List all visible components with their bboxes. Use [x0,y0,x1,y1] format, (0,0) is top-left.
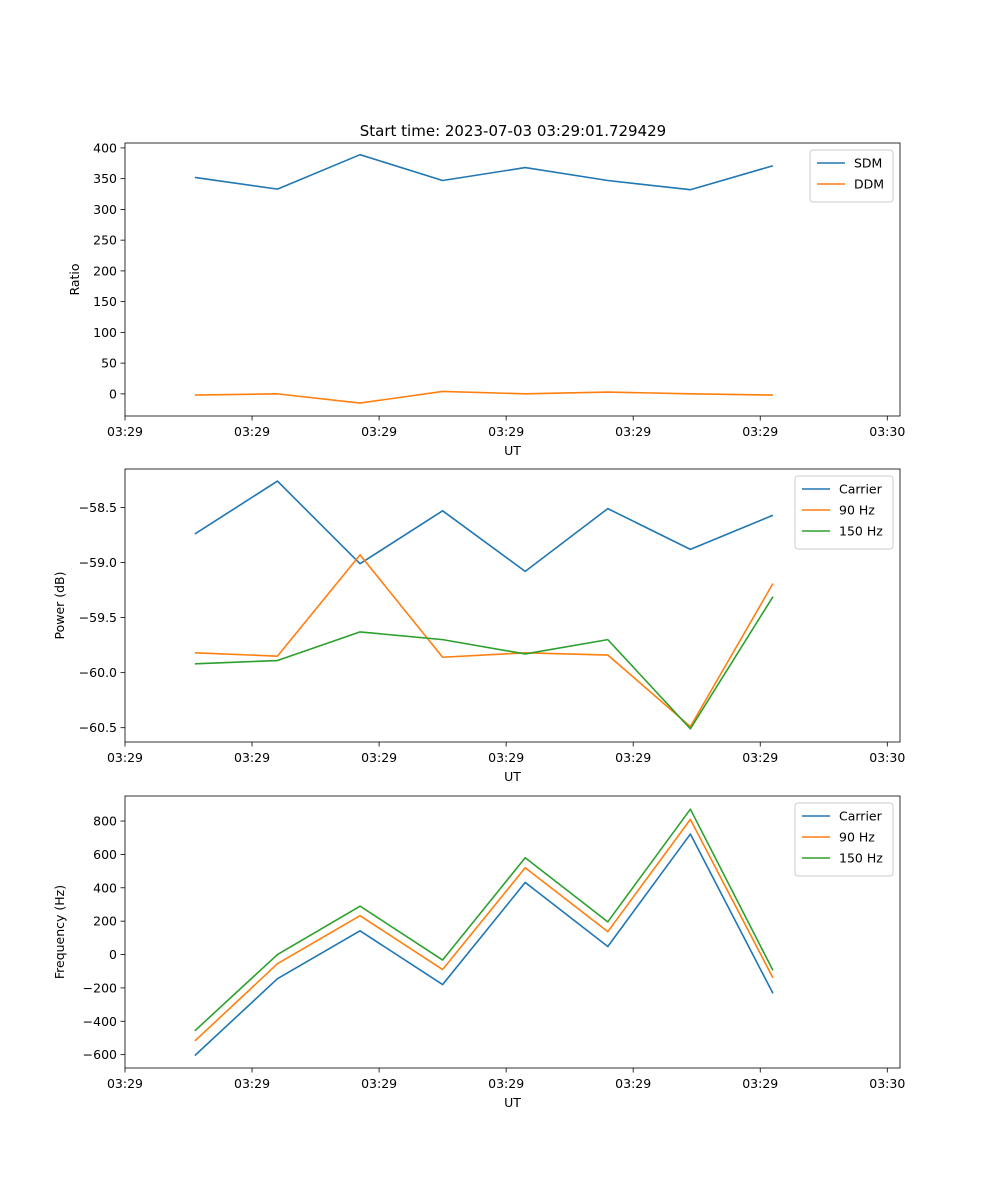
axes-frame [124,468,901,743]
legend-label: Carrier [839,482,883,497]
y-tick-label: 400 [93,880,117,895]
x-axis-label: UT [504,1095,521,1110]
x-tick-label: 03:29 [107,1076,143,1091]
x-tick-label: 03:29 [361,1076,397,1091]
legend-label: 90 Hz [839,503,875,518]
x-tick-label: 03:30 [869,1076,905,1091]
x-tick-label: 03:29 [742,424,778,439]
axes-frame [124,142,901,417]
y-tick-label: 0 [109,947,117,962]
y-tick-label: −59.5 [79,610,117,625]
legend: SDM DDM [809,149,894,203]
series-line-150-hz [194,596,774,730]
x-tick-label: 03:29 [361,424,397,439]
series-line-ddm [194,390,773,404]
x-tick-label: 03:29 [488,424,524,439]
axes-panel-3: 03:29 03:29 03:29 03:29 03:29 03:29 03:30 −600 −… [52,795,905,1110]
x-axis-label: UT [504,769,521,784]
x-tick-label: 03:29 [234,1076,270,1091]
legend: Carrier 90 Hz 150 Hz [794,475,894,550]
y-tick-label: 100 [93,325,117,340]
y-axis-label: Ratio [67,263,82,295]
x-tick-label: 03:29 [234,750,270,765]
y-tick-label: 800 [93,814,117,829]
x-tick-label: 03:29 [361,750,397,765]
y-tick-label: −400 [83,1014,117,1029]
x-tick-label: 03:29 [742,750,778,765]
x-tick-label: 03:29 [615,1076,651,1091]
x-tick-label: 03:29 [234,424,270,439]
y-tick-label: −58.5 [79,500,117,515]
series-line-150-hz [194,808,774,1032]
legend-label: 150 Hz [839,524,883,539]
series-line-carrier [194,833,774,1057]
x-tick-label: 03:29 [615,424,651,439]
y-tick-label: 150 [93,294,117,309]
x-tick-label: 03:29 [615,750,651,765]
x-tick-label: 03:30 [869,424,905,439]
legend-label: 90 Hz [839,830,875,845]
y-axis-label: Frequency (Hz) [52,885,67,979]
y-tick-label: −59.0 [79,555,117,570]
y-tick-label: −600 [83,1047,117,1062]
axes-panel-1: 03:29 03:29 03:29 03:29 03:29 03:29 03:30 0 50 10… [67,140,905,458]
y-tick-label: −60.5 [79,720,117,735]
y-tick-label: 400 [93,140,117,155]
x-tick-label: 03:29 [488,1076,524,1091]
x-tick-label: 03:29 [107,424,143,439]
x-tick-label: 03:29 [742,1076,778,1091]
legend-label: 150 Hz [839,851,883,866]
y-tick-label: 200 [93,914,117,929]
legend-label: SDM [854,156,882,171]
y-axis-label: Power (dB) [52,571,67,639]
y-tick-label: −60.0 [79,665,117,680]
x-tick-label: 03:30 [869,750,905,765]
y-tick-label: 350 [93,171,117,186]
y-tick-label: 250 [93,233,117,248]
figure-title: Start time: 2023-07-03 03:29:01.729429 [360,122,666,140]
axes-frame [124,795,901,1069]
x-axis-label: UT [504,443,521,458]
x-tick-label: 03:29 [107,750,143,765]
series-line-sdm [194,153,774,191]
series-line-90-hz [194,818,774,1042]
y-tick-label: 50 [101,356,117,371]
y-tick-label: −200 [83,980,117,995]
y-tick-label: 300 [93,202,117,217]
y-tick-label: 600 [93,847,117,862]
axes-panel-2: 03:29 03:29 03:29 03:29 03:29 03:29 03:30 −58.5… [52,468,905,784]
series-line-carrier [194,480,774,573]
y-tick-label: 0 [109,386,117,401]
legend: Carrier 90 Hz 150 Hz [794,802,894,877]
x-tick-label: 03:29 [488,750,524,765]
legend-label: DDM [854,177,884,192]
y-tick-label: 200 [93,263,117,278]
legend-label: Carrier [839,809,883,824]
